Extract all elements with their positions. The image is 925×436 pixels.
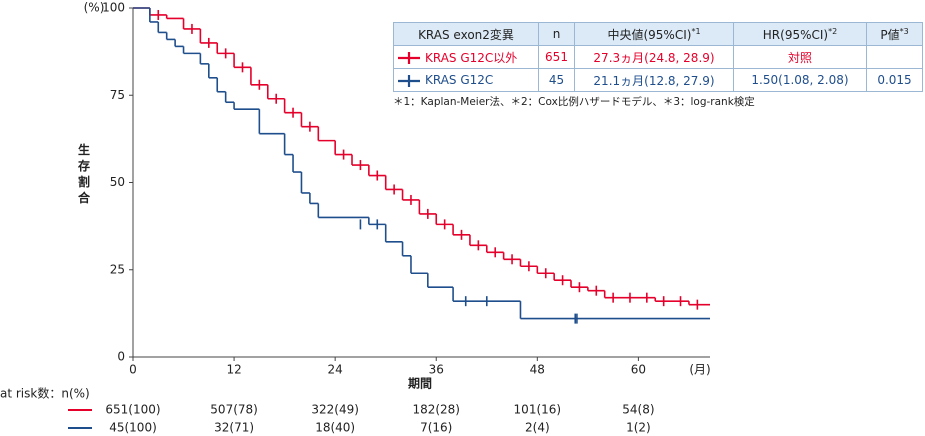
header-note: *3 <box>899 26 909 36</box>
at-risk-value: 45(100) <box>109 421 157 435</box>
header-text: 中央値(95%CI) <box>607 27 692 42</box>
at-risk-value: 322(49) <box>311 403 359 417</box>
at-risk-value: 651(100) <box>105 403 160 417</box>
header-text: HR(95%CI) <box>762 27 829 42</box>
y-label: 生存割合 <box>77 142 91 205</box>
at-risk-value: 2(4) <box>525 421 550 435</box>
table-cell: 対照 <box>733 45 867 69</box>
header-cell: HR(95%CI)*2 <box>733 22 867 46</box>
table-cell: 45 <box>538 68 575 92</box>
x-tick-label: 36 <box>429 363 444 377</box>
legend-cell: KRAS G12C <box>393 68 539 92</box>
x-tick-label: 12 <box>226 363 241 377</box>
x-unit: (月) <box>689 363 710 377</box>
table-cell: 0.015 <box>866 68 923 92</box>
y-tick-label: 75 <box>110 88 125 102</box>
at-risk-value: 18(40) <box>315 421 355 435</box>
survival-curve <box>133 7 710 310</box>
header-text: P値 <box>880 27 900 42</box>
at-risk-value: 54(8) <box>622 403 654 417</box>
y-tick-label: 100 <box>102 1 125 15</box>
x-tick-label: 48 <box>530 363 545 377</box>
at-risk-value: 1(2) <box>626 421 651 435</box>
header-cell: n <box>538 22 575 46</box>
legend-symbol <box>398 74 420 87</box>
legend-cell: KRAS G12C以外 <box>393 45 539 69</box>
at-risk-value: 101(16) <box>514 403 562 417</box>
x-tick-label: 0 <box>129 363 137 377</box>
table-cell: 21.1ヵ月(12.8, 27.9) <box>574 68 734 92</box>
table-cell: 651 <box>538 45 575 69</box>
at-risk-label: at risk数：n(%) <box>0 386 90 401</box>
header-note: *1 <box>691 26 701 36</box>
at-risk-value: 32(71) <box>214 421 254 435</box>
table-cell <box>866 45 923 69</box>
x-label: 期間 <box>408 376 432 391</box>
y-tick-label: 50 <box>110 175 125 189</box>
summary-table: KRAS exon2変異 n 中央値(95%CI)*1 HR(95%CI)*2 P値*3… <box>393 22 923 92</box>
footnote: ＊1：Kaplan-Meier法、＊2：Cox比例ハザードモデル、＊3：log-… <box>393 96 755 108</box>
x-tick-label: 60 <box>631 363 646 377</box>
legend-symbol <box>398 52 420 64</box>
y-tick-label: 0 <box>117 350 125 364</box>
at-risk-value: 7(16) <box>420 421 452 435</box>
at-risk-value: 507(78) <box>210 403 258 417</box>
legend-label: KRAS G12C <box>425 73 494 87</box>
table-row: KRAS G12C以外 651 27.3ヵ月(24.8, 28.9) 対照 <box>393 45 923 69</box>
x-tick-label: 24 <box>328 363 343 377</box>
table-cell: 1.50(1.08, 2.08) <box>733 68 867 92</box>
y-unit: (%) <box>84 1 105 15</box>
at-risk-value: 182(28) <box>412 403 460 417</box>
survival-curve <box>133 7 710 324</box>
y-tick-label: 25 <box>110 262 125 276</box>
header-cell: KRAS exon2変異 <box>393 22 539 46</box>
header-cell: P値*3 <box>866 22 923 46</box>
table-row: KRAS G12C 45 21.1ヵ月(12.8, 27.9) 1.50(1.08, … <box>393 68 923 92</box>
header-text: KRAS exon2変異 <box>418 27 514 42</box>
table-cell: 27.3ヵ月(24.8, 28.9) <box>574 45 734 69</box>
header-cell: 中央値(95%CI)*1 <box>574 22 734 46</box>
header-text: n <box>552 27 561 41</box>
header-row: KRAS exon2変異 n 中央値(95%CI)*1 HR(95%CI)*2 P値*3 <box>393 22 923 46</box>
legend-label: KRAS G12C以外 <box>425 50 518 65</box>
header-note: *2 <box>828 26 838 36</box>
